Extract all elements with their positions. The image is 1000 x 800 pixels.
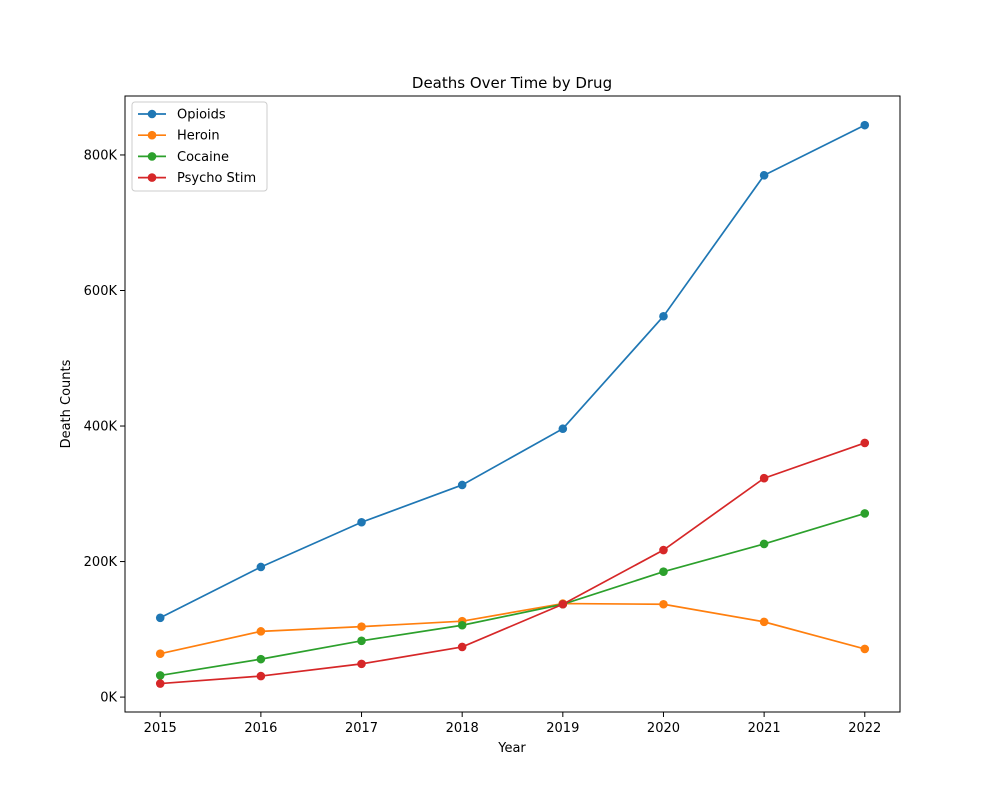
data-point-psycho-stim bbox=[860, 438, 870, 448]
data-point-psycho-stim bbox=[357, 659, 366, 669]
plot-area-frame bbox=[124, 95, 901, 713]
x-tick-label: 2018 bbox=[446, 721, 479, 736]
data-point-heroin bbox=[256, 627, 266, 636]
series-line-heroin bbox=[160, 602, 865, 655]
chart-title: Deaths Over Time by Drug bbox=[412, 74, 612, 92]
data-point-heroin bbox=[659, 599, 668, 609]
data-point-psycho-stim bbox=[659, 545, 668, 555]
data-point-cocaine bbox=[256, 654, 266, 664]
series-line-opioids bbox=[159, 124, 866, 619]
y-tick-label: 0K bbox=[100, 691, 117, 706]
y-tick-label: 200K bbox=[84, 555, 118, 570]
y-axis-label: Death Counts bbox=[59, 359, 74, 448]
data-point-psycho-stim bbox=[256, 671, 266, 681]
data-point-cocaine bbox=[155, 671, 165, 680]
legend-label: Heroin bbox=[177, 129, 220, 144]
y-tick-label: 400K bbox=[84, 420, 118, 435]
x-tick-label: 2015 bbox=[144, 721, 177, 736]
data-point-heroin bbox=[357, 622, 366, 631]
legend-marker bbox=[147, 130, 157, 140]
legend-marker bbox=[147, 152, 157, 161]
data-point-cocaine bbox=[860, 509, 870, 518]
data-point-heroin bbox=[759, 617, 769, 627]
x-tick-label: 2020 bbox=[647, 721, 680, 736]
legend-label: Cocaine bbox=[177, 150, 229, 165]
data-point-heroin bbox=[860, 644, 870, 654]
x-axis: 2015 2016 2017 2018 2019 2020 2021 2022 bbox=[144, 712, 881, 736]
x-tick-label: 2022 bbox=[848, 721, 881, 736]
data-point-opioids bbox=[659, 311, 668, 321]
data-point-opioids bbox=[357, 517, 366, 527]
x-tick-label: 2019 bbox=[546, 721, 579, 736]
series-line-psycho-stim bbox=[160, 442, 866, 685]
legend-marker bbox=[147, 109, 157, 119]
y-tick-label: 800K bbox=[84, 148, 118, 163]
data-point-cocaine bbox=[659, 567, 668, 577]
data-point-opioids bbox=[457, 480, 467, 490]
data-point-opioids bbox=[155, 613, 165, 623]
data-point-opioids bbox=[759, 170, 769, 180]
data-point-cocaine bbox=[759, 539, 769, 549]
data-point-heroin bbox=[155, 649, 165, 659]
x-tick-label: 2016 bbox=[244, 721, 277, 736]
data-point-psycho-stim bbox=[759, 473, 769, 483]
x-tick-label: 2017 bbox=[345, 721, 378, 736]
legend-box bbox=[131, 101, 268, 192]
legend-label: Psycho Stim bbox=[177, 171, 256, 186]
data-point-psycho-stim bbox=[558, 599, 568, 609]
x-axis-label: Year bbox=[497, 741, 526, 756]
legend-marker bbox=[147, 173, 157, 182]
legend: Opioids Heroin Cocaine Psycho Stim bbox=[131, 101, 268, 192]
y-axis: 0K 200K 400K 600K 800K bbox=[84, 148, 125, 706]
y-tick-label: 600K bbox=[84, 284, 118, 299]
data-point-opioids bbox=[860, 120, 870, 130]
data-point-psycho-stim bbox=[155, 679, 165, 688]
x-tick-label: 2021 bbox=[748, 721, 781, 736]
data-point-psycho-stim bbox=[457, 642, 467, 652]
legend-label: Opioids bbox=[177, 108, 226, 123]
data-point-cocaine bbox=[357, 636, 366, 646]
data-point-opioids bbox=[558, 424, 568, 434]
data-point-opioids bbox=[256, 562, 266, 572]
series-layer bbox=[155, 120, 870, 688]
data-point-cocaine bbox=[457, 620, 467, 630]
series-line-cocaine bbox=[160, 512, 866, 677]
